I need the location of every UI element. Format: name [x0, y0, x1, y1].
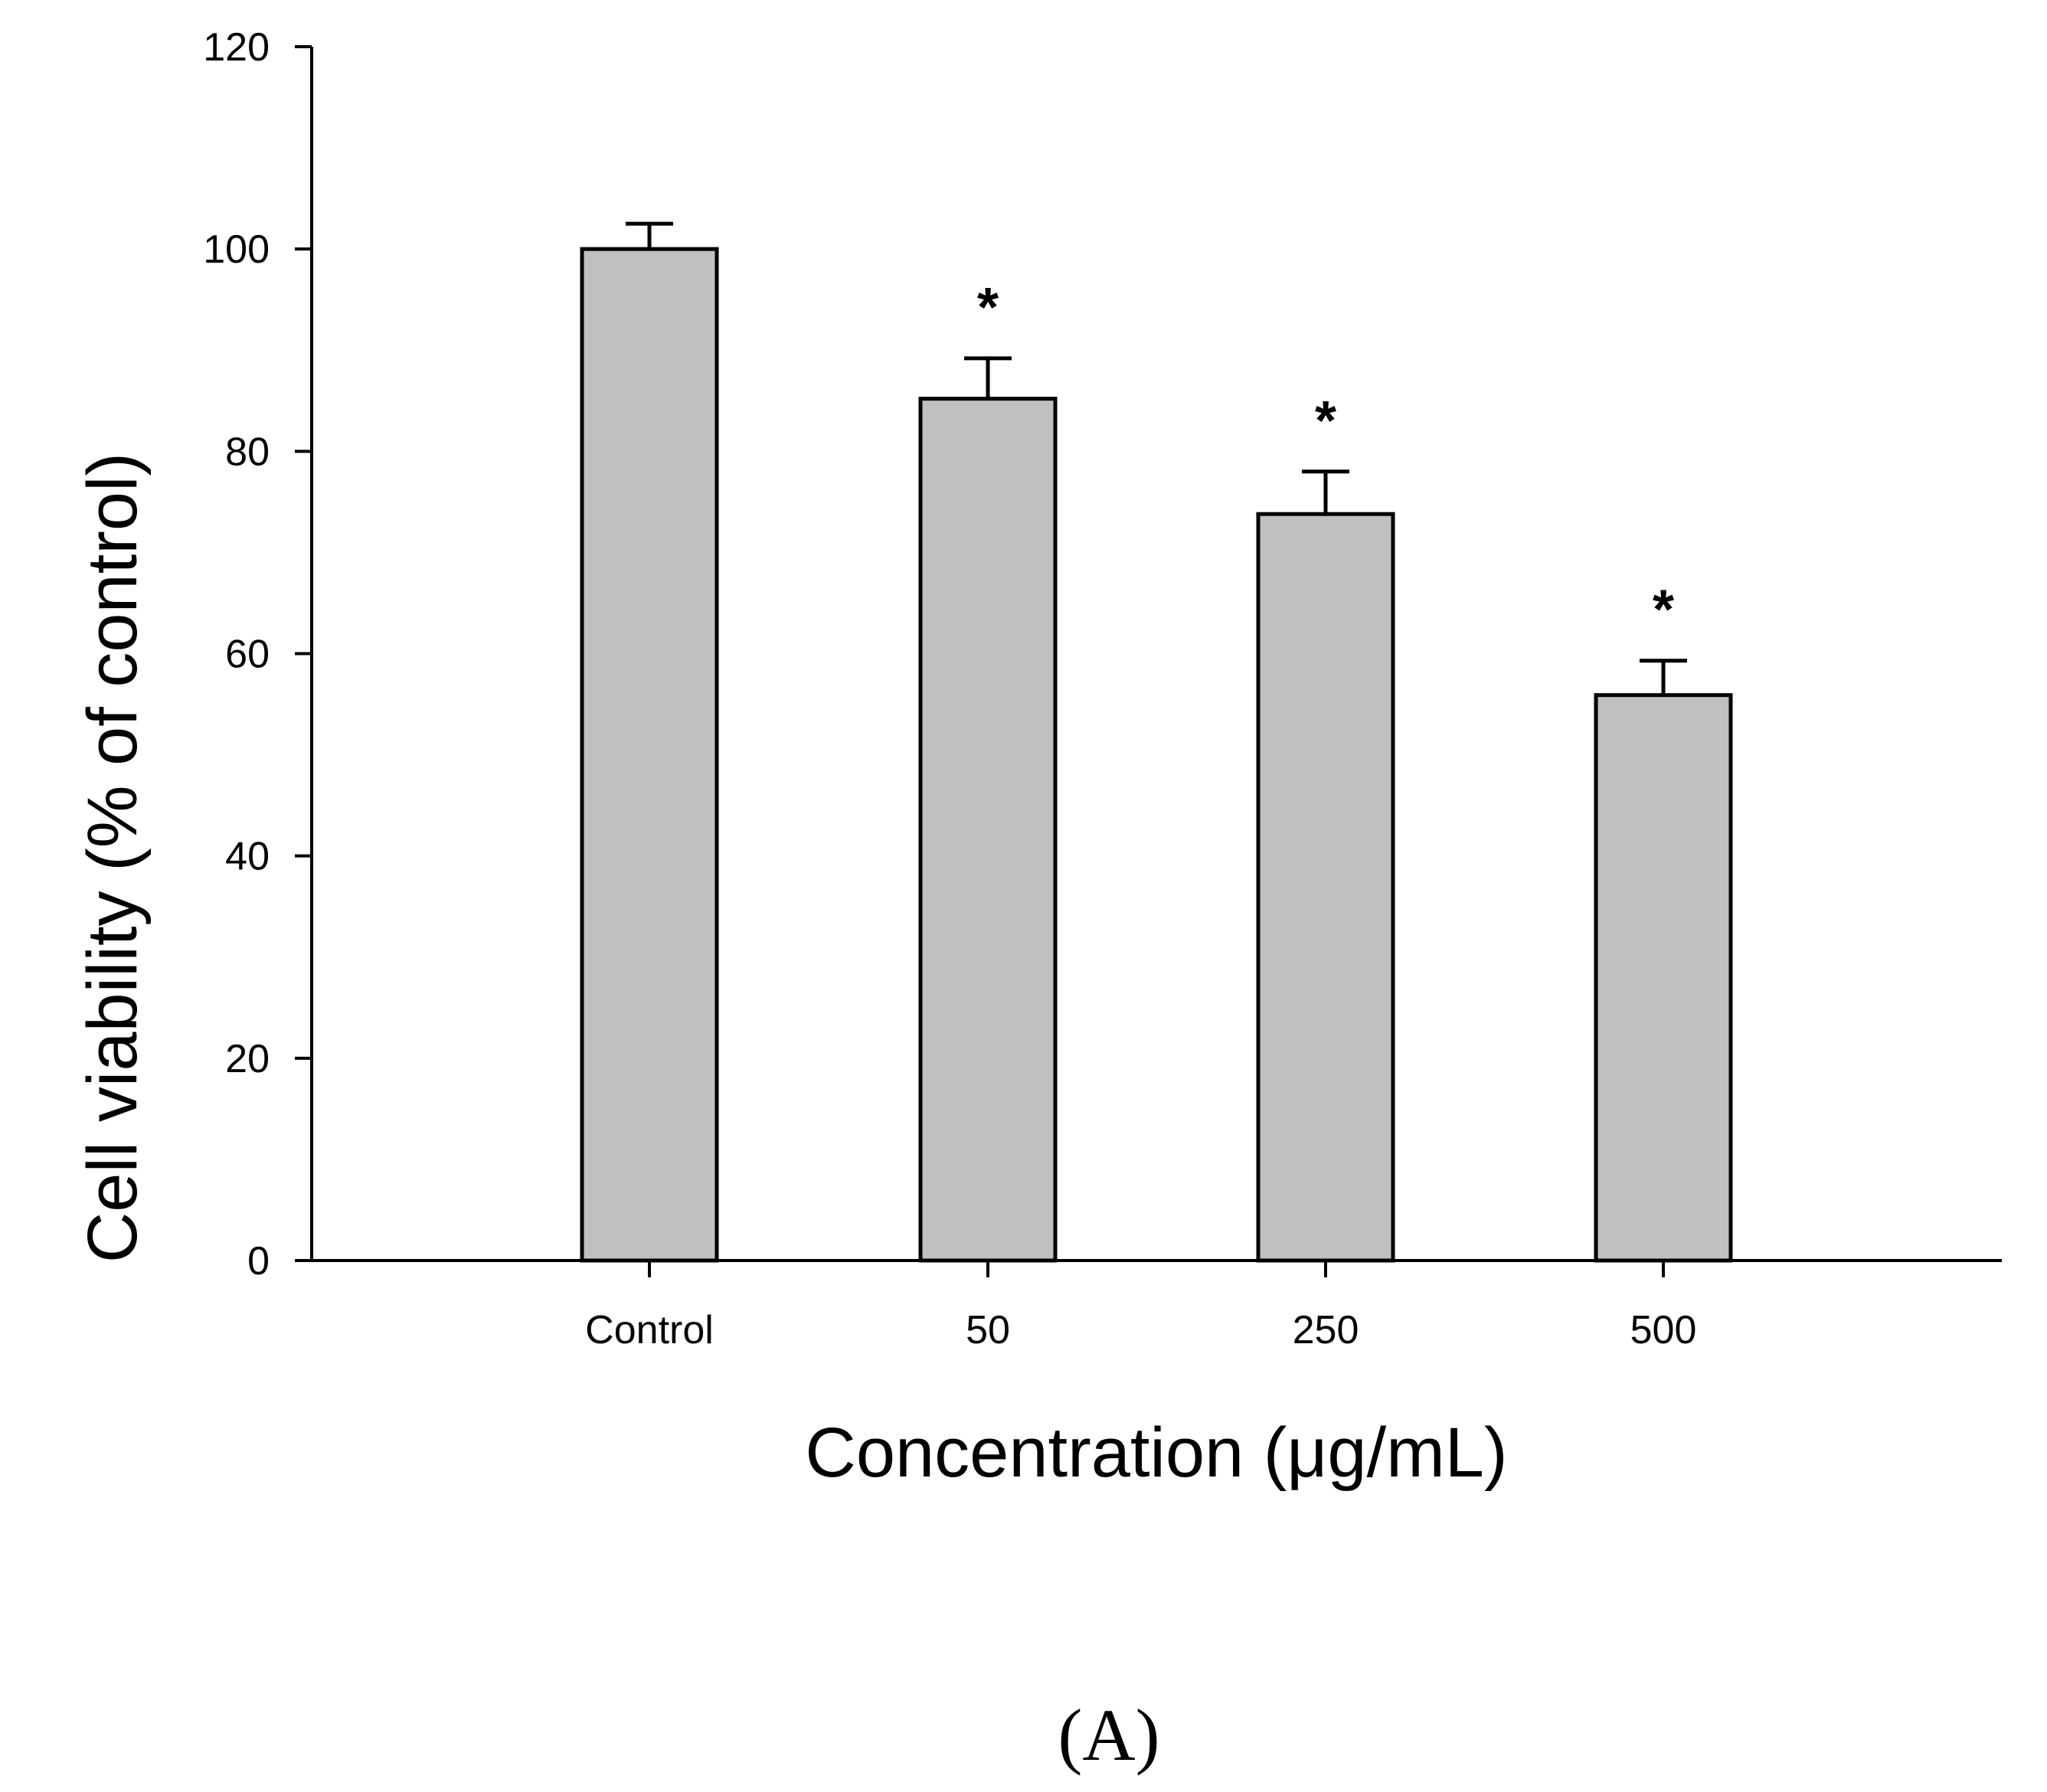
x-tick-label: 500 [1630, 1308, 1697, 1352]
significance-marker-250: * [1315, 391, 1336, 452]
y-axis-title: Cell viability (% of control) [74, 453, 152, 1263]
panel-label: (A) [1058, 1694, 1159, 1776]
bar-control [580, 247, 719, 1263]
significance-marker-500: * [1653, 580, 1674, 641]
bar-500 [1594, 693, 1733, 1263]
y-tick-label: 40 [225, 835, 270, 879]
y-tick-label: 80 [225, 430, 270, 474]
y-tick-label: 0 [247, 1239, 270, 1284]
axes-layer [295, 45, 2002, 1277]
x-tick-label: Control [585, 1308, 714, 1352]
bars-layer [580, 221, 1733, 1263]
x-tick-label: 50 [966, 1308, 1010, 1352]
x-axis-title: Concentration (μg/mL) [805, 1414, 1507, 1492]
y-tick-label: 60 [225, 633, 270, 677]
y-tick-label: 20 [225, 1037, 270, 1081]
bar-250 [1256, 512, 1395, 1263]
y-tick-label: 100 [203, 227, 270, 272]
x-tick-label: 250 [1293, 1308, 1359, 1352]
labels-layer: Control * 50 * 250 * 500 0 20 40 60 80 100 120 [203, 25, 1696, 1352]
y-tick-label: 120 [203, 25, 270, 70]
bar-50 [918, 397, 1058, 1263]
significance-marker-50: * [977, 277, 999, 338]
